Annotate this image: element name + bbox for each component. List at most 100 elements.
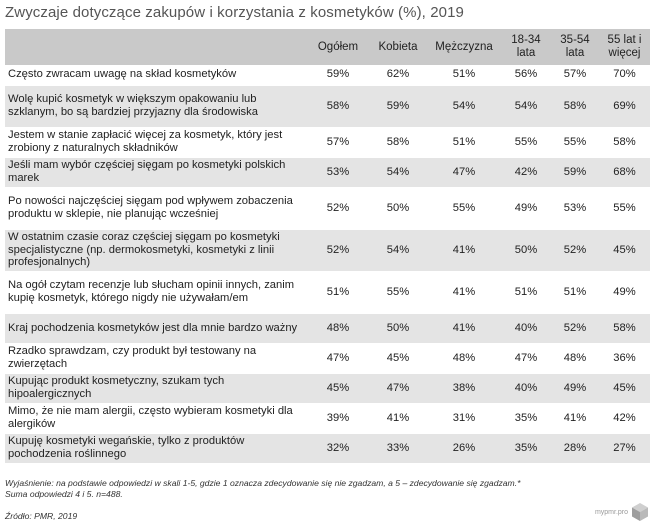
value-cell: 58% — [551, 85, 599, 128]
value-cell: 53% — [551, 187, 599, 230]
survey-table: Ogółem Kobieta Mężczyzna 18-34 lata 35-54 la… — [5, 29, 650, 464]
value-cell: 40% — [501, 313, 551, 344]
value-cell: 59% — [307, 65, 369, 86]
value-cell: 26% — [427, 433, 501, 464]
value-cell: 35% — [501, 403, 551, 434]
men-header: Mężczyzna — [427, 29, 501, 65]
page-title: Zwyczaje dotyczące zakupów i korzystania… — [5, 4, 464, 21]
value-cell: 54% — [369, 157, 427, 188]
value-cell: 47% — [307, 343, 369, 374]
value-cell: 58% — [599, 313, 650, 344]
table-row: Często zwracam uwagę na skład kosmetyków… — [5, 65, 650, 86]
value-cell: 62% — [369, 65, 427, 86]
value-cell: 47% — [369, 373, 427, 404]
value-cell: 56% — [501, 65, 551, 86]
statement-cell: Mimo, że nie mam alergii, często wybiera… — [5, 403, 307, 434]
value-cell: 45% — [599, 229, 650, 272]
value-cell: 70% — [599, 65, 650, 86]
table-header-row: Ogółem Kobieta Mężczyzna 18-34 lata 35-54 la… — [5, 29, 650, 65]
statement-cell: Kupując produkt kosmetyczny, szukam tych… — [5, 373, 307, 404]
brand-watermark: mypmr.pro — [595, 502, 649, 522]
cube-icon — [631, 502, 649, 522]
statement-cell: Często zwracam uwagę na skład kosmetyków — [5, 65, 307, 86]
value-cell: 41% — [551, 403, 599, 434]
value-cell: 68% — [599, 157, 650, 188]
value-cell: 40% — [501, 373, 551, 404]
age-35-54-header: 35-54 lata — [551, 29, 599, 65]
value-cell: 55% — [599, 187, 650, 230]
brand-text: mypmr.pro — [594, 508, 628, 516]
value-cell: 49% — [501, 187, 551, 230]
value-cell: 47% — [427, 157, 501, 188]
table-row: Rzadko sprawdzam, czy produkt był testow… — [5, 343, 650, 374]
value-cell: 59% — [369, 85, 427, 128]
women-header: Kobieta — [369, 29, 427, 65]
value-cell: 55% — [427, 187, 501, 230]
table-row: Kupuję kosmetyki wegańskie, tylko z prod… — [5, 433, 650, 464]
statement-cell: W ostatnim czasie coraz częściej sięgam … — [5, 229, 307, 272]
value-cell: 38% — [427, 373, 501, 404]
value-cell: 49% — [599, 271, 650, 314]
value-cell: 27% — [599, 433, 650, 464]
value-cell: 36% — [599, 343, 650, 374]
value-cell: 35% — [501, 433, 551, 464]
statement-cell: Po nowości najczęściej sięgam pod wpływe… — [5, 187, 307, 230]
value-cell: 50% — [369, 187, 427, 230]
value-cell: 33% — [369, 433, 427, 464]
value-cell: 45% — [307, 373, 369, 404]
value-cell: 55% — [551, 127, 599, 158]
value-cell: 45% — [369, 343, 427, 374]
value-cell: 41% — [427, 271, 501, 314]
value-cell: 48% — [307, 313, 369, 344]
table-row: Na ogół czytam recenzje lub słucham opin… — [5, 271, 650, 314]
age-55-plus-header: 55 lat i więcej — [599, 29, 650, 65]
statement-cell: Jestem w stanie zapłacić więcej za kosme… — [5, 127, 307, 158]
value-cell: 69% — [599, 85, 650, 128]
value-cell: 52% — [307, 229, 369, 272]
value-cell: 41% — [369, 403, 427, 434]
value-cell: 49% — [551, 373, 599, 404]
table-row: Jeśli mam wybór częściej sięgam po kosme… — [5, 157, 650, 188]
explanation-note: Wyjaśnienie: na podstawie odpowiedzi w s… — [5, 478, 521, 499]
value-cell: 42% — [501, 157, 551, 188]
value-cell: 51% — [307, 271, 369, 314]
value-cell: 54% — [427, 85, 501, 128]
value-cell: 48% — [551, 343, 599, 374]
value-cell: 28% — [551, 433, 599, 464]
value-cell: 42% — [599, 403, 650, 434]
table-row: Wolę kupić kosmetyk w większym opakowani… — [5, 85, 650, 128]
value-cell: 58% — [369, 127, 427, 158]
value-cell: 58% — [599, 127, 650, 158]
table-row: Kupując produkt kosmetyczny, szukam tych… — [5, 373, 650, 404]
table-row: Jestem w stanie zapłacić więcej za kosme… — [5, 127, 650, 158]
value-cell: 32% — [307, 433, 369, 464]
value-cell: 55% — [501, 127, 551, 158]
statement-cell: Rzadko sprawdzam, czy produkt był testow… — [5, 343, 307, 374]
statement-cell: Kraj pochodzenia kosmetyków jest dla mni… — [5, 313, 307, 344]
value-cell: 51% — [427, 65, 501, 86]
statement-cell: Wolę kupić kosmetyk w większym opakowani… — [5, 85, 307, 128]
value-cell: 47% — [501, 343, 551, 374]
value-cell: 39% — [307, 403, 369, 434]
table-row: Kraj pochodzenia kosmetyków jest dla mni… — [5, 313, 650, 344]
value-cell: 51% — [551, 271, 599, 314]
value-cell: 45% — [599, 373, 650, 404]
value-cell: 41% — [427, 229, 501, 272]
statement-cell: Kupuję kosmetyki wegańskie, tylko z prod… — [5, 433, 307, 464]
total-header: Ogółem — [307, 29, 369, 65]
table-row: W ostatnim czasie coraz częściej sięgam … — [5, 229, 650, 272]
table-row: Po nowości najczęściej sięgam pod wpływe… — [5, 187, 650, 230]
value-cell: 41% — [427, 313, 501, 344]
value-cell: 50% — [369, 313, 427, 344]
value-cell: 53% — [307, 157, 369, 188]
value-cell: 51% — [501, 271, 551, 314]
value-cell: 48% — [427, 343, 501, 374]
value-cell: 50% — [501, 229, 551, 272]
statement-cell: Jeśli mam wybór częściej sięgam po kosme… — [5, 157, 307, 188]
value-cell: 57% — [307, 127, 369, 158]
value-cell: 57% — [551, 65, 599, 86]
table-row: Mimo, że nie mam alergii, często wybiera… — [5, 403, 650, 434]
table-body: Często zwracam uwagę na skład kosmetyków… — [5, 65, 650, 464]
value-cell: 59% — [551, 157, 599, 188]
value-cell: 58% — [307, 85, 369, 128]
